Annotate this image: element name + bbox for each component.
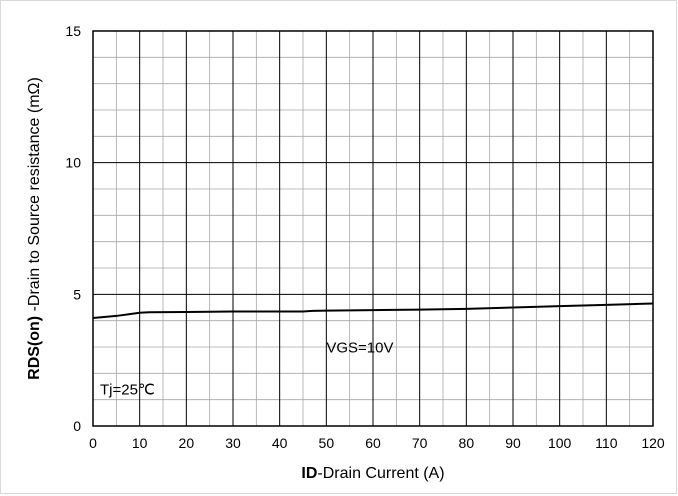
x-tick-label: 30	[225, 435, 241, 451]
x-tick-label: 120	[641, 435, 665, 451]
y-tick-label: 10	[65, 155, 81, 171]
x-tick-label: 70	[412, 435, 428, 451]
y-axis-ticks: 0 5 10 15	[65, 23, 81, 434]
x-tick-label: 100	[548, 435, 572, 451]
y-tick-label: 0	[73, 418, 81, 434]
annotations: VGS=10V Tj=25℃	[100, 339, 393, 398]
x-tick-label: 40	[272, 435, 288, 451]
x-tick-label: 110	[595, 435, 618, 451]
series-layer	[92, 302, 654, 320]
x-tick-label: 60	[365, 435, 381, 451]
x-axis-label: ID-Drain Current (A)	[301, 465, 444, 482]
plot-border	[92, 30, 654, 427]
y-tick-label: 5	[73, 286, 81, 302]
x-axis-label-bold: ID	[301, 465, 317, 482]
y-tick-label: 15	[65, 23, 81, 39]
major-grid	[93, 31, 653, 426]
annotation-label: Tj=25℃	[100, 381, 155, 398]
y-axis-label-rest: -Drain to Source resistance (mΩ)	[26, 77, 43, 316]
x-tick-label: 0	[89, 435, 97, 451]
x-tick-label: 50	[319, 435, 335, 451]
y-axis-label-bold: RDS(on)	[26, 316, 43, 380]
x-tick-label: 10	[132, 435, 148, 451]
x-axis-ticks: 0 10 20 30 40 50 60 70 80 90 100 110 120	[89, 435, 665, 451]
x-axis-label-rest: -Drain Current (A)	[317, 465, 444, 482]
x-tick-label: 20	[179, 435, 195, 451]
series-line-0	[92, 302, 654, 320]
x-tick-label: 90	[505, 435, 521, 451]
annotation-label: VGS=10V	[326, 339, 393, 356]
x-tick-label: 80	[459, 435, 475, 451]
y-axis-label: RDS(on) -Drain to Source resistance (mΩ)	[26, 77, 43, 380]
